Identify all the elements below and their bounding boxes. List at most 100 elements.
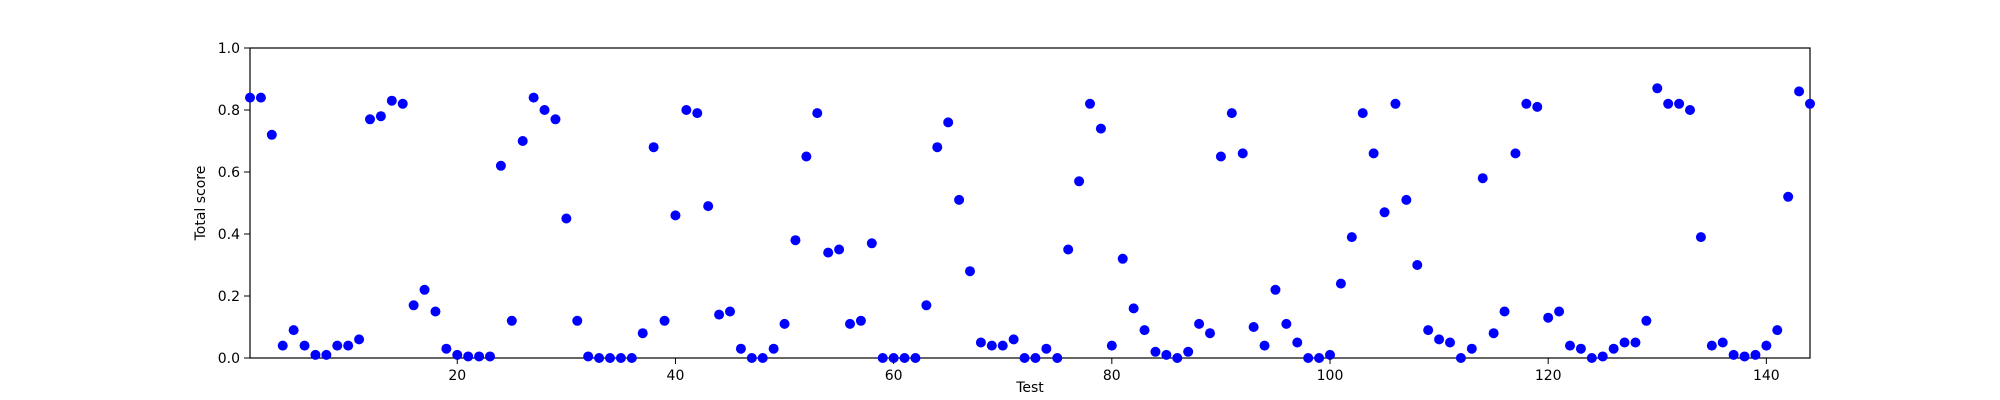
data-point-13 [375,111,386,122]
data-point-37 [637,328,648,339]
data-point-66 [954,194,965,205]
data-point-101 [1335,278,1346,289]
x-tick-label-120: 120 [1535,368,1562,384]
data-point-139 [1750,349,1761,360]
data-point-99 [1314,353,1325,363]
data-point-79 [1095,123,1106,134]
data-point-102 [1346,232,1357,243]
data-point-71 [1008,334,1019,345]
data-point-75 [1052,353,1063,363]
data-point-61 [899,353,910,363]
data-point-107 [1401,194,1412,205]
data-point-126 [1608,343,1619,354]
data-point-120 [1543,312,1554,323]
data-point-72 [1019,353,1030,363]
data-point-52 [801,151,812,162]
data-point-106 [1390,98,1401,109]
data-point-131 [1663,98,1674,109]
data-point-100 [1325,349,1335,360]
data-point-104 [1368,148,1379,159]
data-point-114 [1477,173,1488,184]
data-point-30 [561,213,572,224]
data-point-105 [1379,207,1390,218]
data-point-38 [648,142,659,153]
data-point-65 [943,117,954,128]
data-point-14 [386,95,397,106]
data-point-10 [343,340,354,351]
data-point-84 [1150,346,1161,357]
data-point-46 [735,343,746,354]
x-tick-label-20: 20 [448,368,466,384]
data-point-63 [921,300,932,311]
data-point-81 [1117,253,1128,264]
y-tick-label-0.8: 0.8 [218,103,240,119]
data-point-123 [1575,343,1586,354]
data-point-42 [692,108,703,119]
data-point-6 [299,340,310,351]
data-point-76 [1063,244,1074,255]
data-point-4 [277,340,288,351]
data-point-92 [1237,148,1248,159]
data-point-143 [1794,86,1805,97]
data-point-95 [1270,284,1281,295]
data-point-87 [1183,346,1194,357]
data-point-89 [1205,328,1215,339]
data-point-113 [1466,343,1477,354]
data-point-17 [419,284,430,295]
data-point-111 [1445,337,1455,348]
data-point-137 [1728,349,1739,360]
y-tick-label-0.0: 0.0 [218,351,240,367]
data-point-8 [321,349,332,360]
data-point-22 [474,351,485,362]
data-point-24 [495,160,506,171]
data-point-78 [1085,98,1095,109]
data-point-90 [1215,151,1226,162]
data-point-69 [986,340,997,351]
data-point-80 [1106,340,1117,351]
data-point-3 [266,129,277,140]
data-point-135 [1706,340,1717,351]
data-point-121 [1554,306,1565,317]
data-point-34 [605,353,615,363]
data-point-116 [1499,306,1510,317]
data-point-1 [245,92,255,103]
x-tick-label-100: 100 [1317,368,1344,384]
data-point-51 [790,235,801,246]
data-point-97 [1292,337,1303,348]
data-point-118 [1521,98,1532,109]
data-point-108 [1412,260,1423,270]
data-point-11 [354,334,365,345]
data-point-130 [1652,83,1663,94]
data-point-27 [528,92,539,103]
data-point-82 [1128,303,1139,314]
data-point-49 [768,343,779,354]
data-point-50 [779,318,790,329]
data-point-133 [1685,105,1695,115]
data-point-70 [997,340,1008,351]
data-point-55 [834,244,845,255]
data-point-41 [681,105,692,115]
data-point-112 [1455,353,1466,363]
data-point-59 [877,353,888,363]
y-axis-label: Total score [193,166,209,242]
data-point-93 [1248,322,1259,332]
data-point-9 [332,340,343,351]
data-point-124 [1586,353,1597,363]
data-point-20 [452,349,463,360]
data-point-53 [812,108,823,119]
plot-area [249,47,1811,359]
data-point-86 [1172,353,1183,363]
data-point-58 [866,238,877,249]
y-tick-label-0.6: 0.6 [218,165,240,181]
data-point-31 [572,315,583,326]
data-point-16 [408,300,419,311]
data-point-68 [975,337,986,348]
data-point-28 [539,105,550,115]
x-tick-label-40: 40 [667,368,685,384]
data-point-25 [506,315,517,326]
data-point-96 [1281,318,1292,329]
data-point-110 [1434,334,1445,345]
data-point-119 [1532,101,1543,112]
data-point-88 [1194,318,1205,329]
data-point-7 [310,349,321,360]
